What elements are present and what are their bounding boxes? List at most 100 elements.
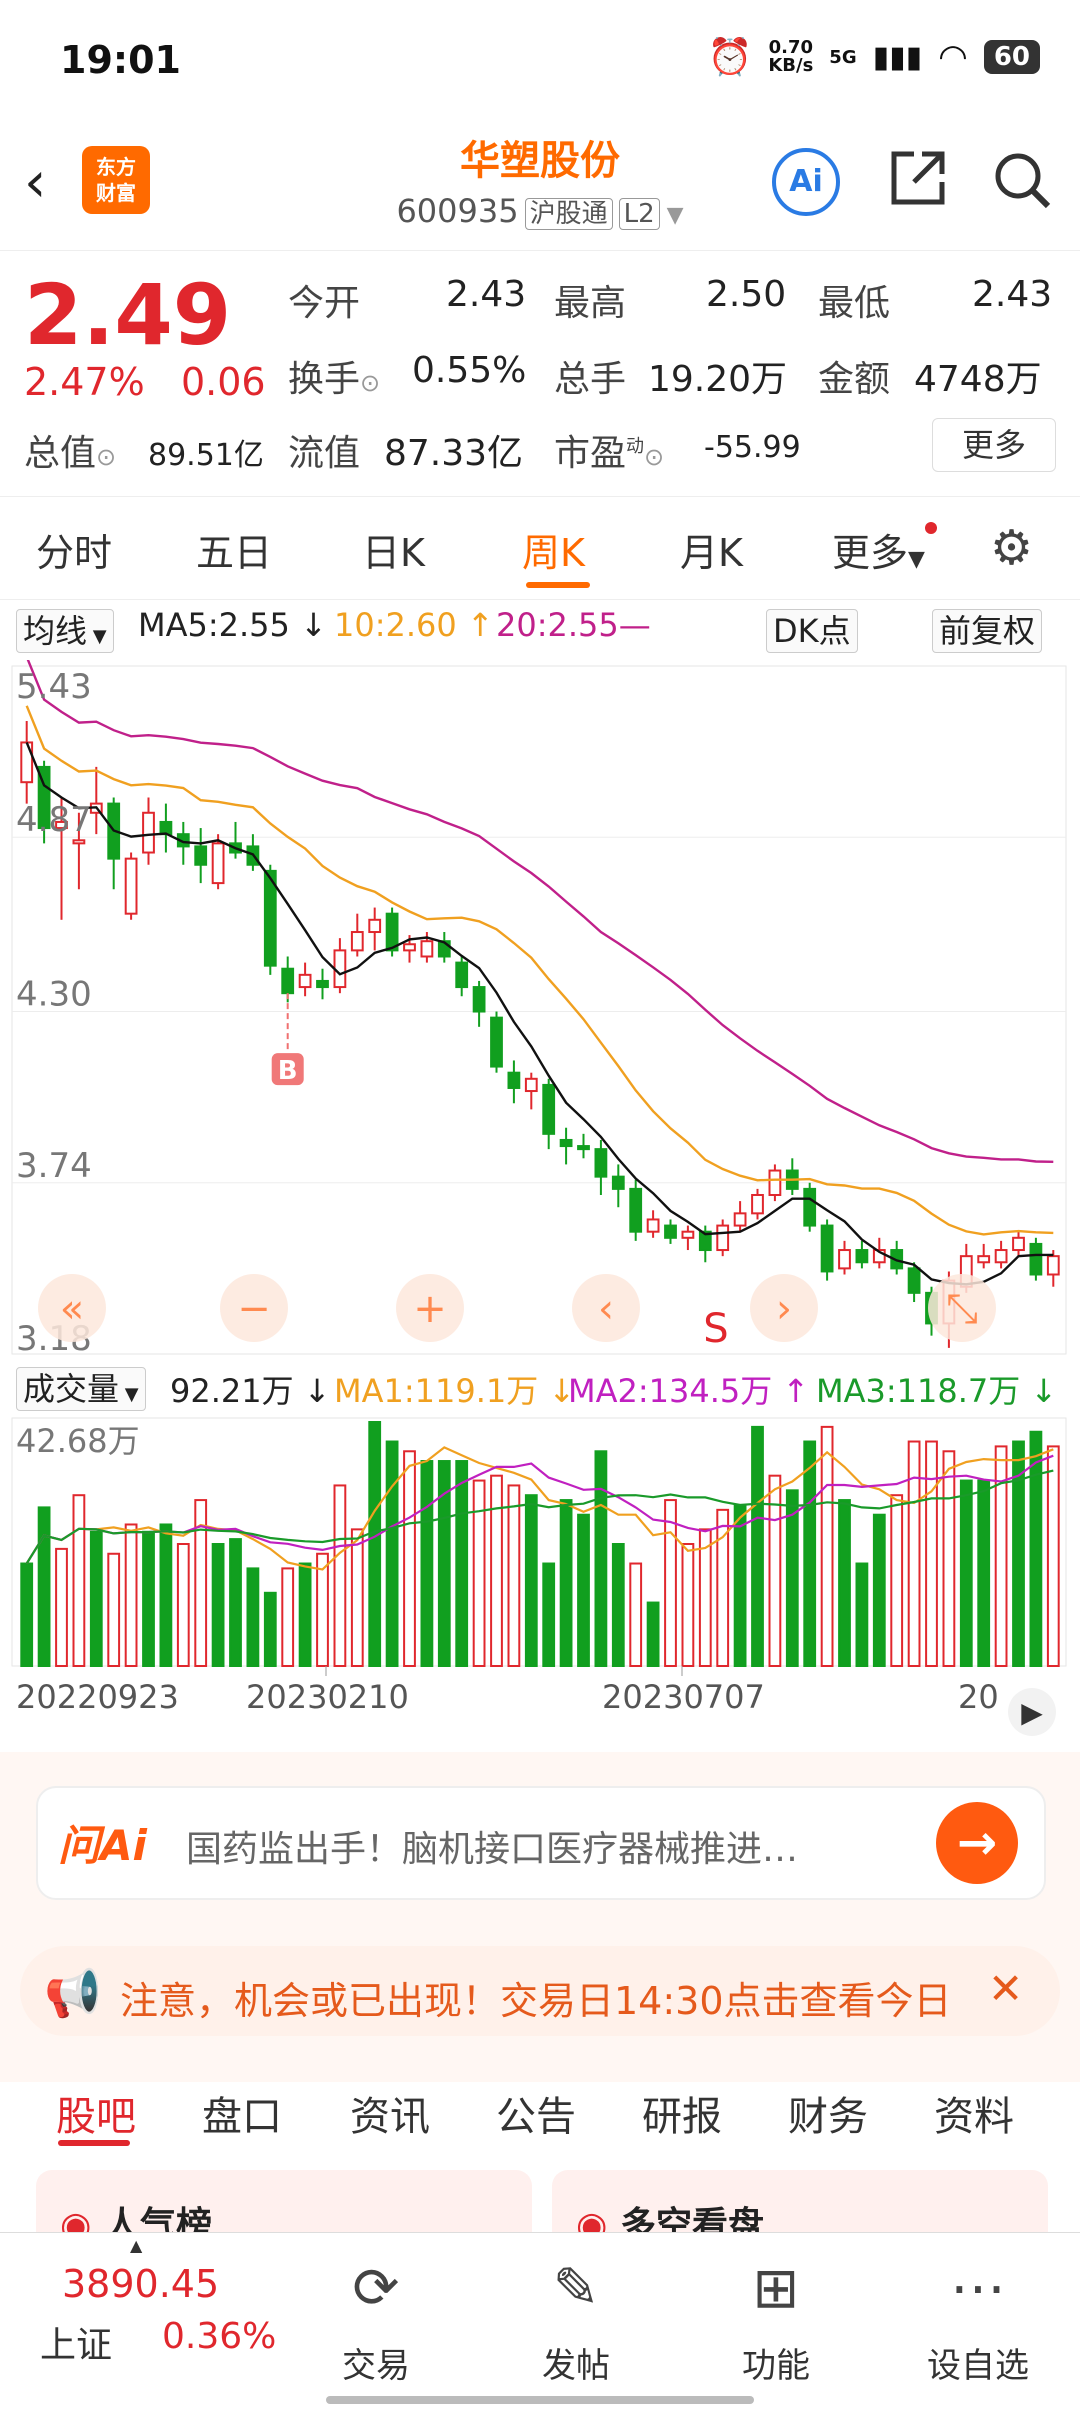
zoom-out-button[interactable] [220, 1274, 288, 1342]
active-tab-indicator [526, 582, 590, 588]
candle-body [524, 1077, 538, 1093]
candle-body [472, 986, 486, 1013]
function-icon[interactable]: ⊞ [752, 2256, 800, 2321]
candle-body [733, 1212, 747, 1227]
tab-profile[interactable]: 资料 [934, 2094, 1014, 2140]
index-name[interactable]: 上证 [40, 2325, 113, 2366]
volume-selector[interactable]: 成交量 ▼ [16, 1364, 146, 1411]
candle-body [455, 961, 469, 989]
tab-guba[interactable]: 股吧 [56, 2094, 136, 2140]
volume-bar [89, 1530, 103, 1667]
candle-body [716, 1224, 730, 1252]
candle-body [664, 1224, 677, 1239]
pan-right-button[interactable] [750, 1274, 818, 1342]
more-quote-button[interactable]: 更多 [932, 418, 1056, 472]
tab-monthly-k[interactable]: 月K [680, 531, 743, 575]
post-icon[interactable]: ✎ [552, 2256, 600, 2321]
volume-bar [72, 1494, 86, 1668]
nav-add-watchlist[interactable]: 设自选 [927, 2346, 1029, 2386]
tab-announce[interactable]: 公告 [496, 2094, 576, 2140]
tab-daily-k[interactable]: 日K [362, 531, 425, 575]
tab-news[interactable]: 资讯 [350, 2094, 430, 2140]
gear-icon[interactable]: ⚙ [990, 520, 1034, 576]
app-logo[interactable]: 东方 财富 [82, 146, 150, 214]
zoom-out-far-button[interactable] [38, 1274, 106, 1342]
search-icon[interactable] [990, 148, 1054, 216]
candle-body [37, 765, 51, 830]
volume-bar [55, 1547, 68, 1668]
pan-left-button[interactable] [572, 1274, 640, 1342]
candle-body [55, 820, 68, 830]
pan-left-button-glyph: ‹ [598, 1286, 614, 1332]
nav-function[interactable]: 功能 [742, 2346, 810, 2386]
zoom-in-button[interactable] [396, 1274, 464, 1342]
dk-selector[interactable]: DK点 [766, 606, 858, 653]
nav-post[interactable]: 发帖 [542, 2346, 610, 2386]
x-tick-label: 20230210 [246, 1678, 409, 1716]
volume-bar [194, 1499, 208, 1668]
notice-banner[interactable] [20, 1946, 1060, 2036]
tab-weekly-k[interactable]: 周K [522, 531, 585, 575]
ai-query-bar[interactable] [36, 1786, 1046, 1900]
notice-text[interactable]: 注意，机会或已出现！交易日14:30点击查看今日 [120, 1979, 952, 2023]
ai-icon[interactable]: Ai [772, 148, 840, 216]
dropdown-icon: ▼ [87, 626, 107, 647]
volume-bar [1012, 1440, 1025, 1668]
volume-bar [611, 1543, 625, 1667]
index-value[interactable]: 3890.45 [62, 2262, 220, 2306]
tab-more[interactable]: 更多▼ [832, 522, 937, 577]
index-pct[interactable]: 0.36% [162, 2316, 277, 2357]
volume-bar [246, 1567, 260, 1668]
pan-right-button-glyph: › [776, 1286, 792, 1332]
level2-tag: L2 [618, 198, 660, 230]
stock-code-row[interactable]: 600935 沪股通 L2 ▼ [0, 192, 1080, 230]
tab-five-day[interactable]: 五日 [196, 531, 273, 575]
volume-panel-frame [11, 1417, 1067, 1667]
candle-body [490, 1016, 503, 1068]
candle-body [1046, 1255, 1060, 1276]
nav-trade[interactable]: 交易 [342, 2346, 410, 2386]
ma20-readout: 20:2.55— [496, 606, 651, 644]
ma10-readout: 10:2.60 ↑ [334, 606, 494, 644]
candle-body [594, 1148, 608, 1178]
watchlist-icon[interactable]: ⋯ [950, 2256, 1006, 2321]
battery-icon: 60 [983, 40, 1040, 74]
ai-go-button[interactable]: → [936, 1802, 1018, 1884]
candle-body [803, 1187, 817, 1227]
volume-bar [316, 1552, 329, 1668]
ma-selector[interactable]: 均线 ▼ [16, 606, 114, 653]
candle-body [611, 1175, 625, 1190]
ma5-line [25, 741, 1054, 1286]
volume-bar [716, 1508, 730, 1668]
vma3-readout: MA3:118.7万 ↓ [816, 1372, 1058, 1410]
tab-intraday[interactable]: 分时 [36, 531, 113, 575]
low-value: 2.43 [972, 274, 1053, 315]
volume-bar [994, 1445, 1008, 1668]
vol-ma2-line [25, 1454, 1054, 1565]
volume-bar [733, 1503, 747, 1668]
vol-readout: 92.21万 ↓ [170, 1372, 331, 1410]
candle-body [1012, 1236, 1025, 1252]
tab-finance[interactable]: 财务 [788, 2094, 868, 2140]
signal-label: 5G [829, 46, 857, 68]
tab-pankou[interactable]: 盘口 [202, 2094, 282, 2140]
fullscreen-button[interactable] [928, 1274, 996, 1342]
volume-bar [959, 1479, 973, 1667]
back-icon[interactable]: ‹ [24, 150, 47, 215]
float-value: 87.33亿 [384, 433, 524, 474]
volume-bar [524, 1494, 538, 1668]
open-value: 2.43 [446, 274, 527, 315]
share-icon[interactable] [886, 146, 950, 214]
scroll-right-button[interactable] [1008, 1688, 1056, 1736]
trade-icon[interactable]: ⟳ [352, 2256, 400, 2321]
ma10-line [25, 705, 1054, 1236]
candle-body [838, 1249, 851, 1270]
volume-bar [803, 1440, 817, 1668]
tab-research[interactable]: 研报 [642, 2094, 722, 2140]
candle-body [907, 1267, 921, 1294]
kline-chart[interactable]: 5.434.874.303.743.18 BS« − + ‹ › ⤡ 42.68万 202… [0, 660, 1080, 1750]
adjust-selector[interactable]: 前复权 [932, 606, 1043, 653]
ai-query-text[interactable]: 国药监出手！脑机接口医疗器械推进… [186, 1829, 799, 1870]
candle-body [751, 1193, 764, 1215]
close-icon[interactable]: ✕ [988, 1964, 1024, 2013]
